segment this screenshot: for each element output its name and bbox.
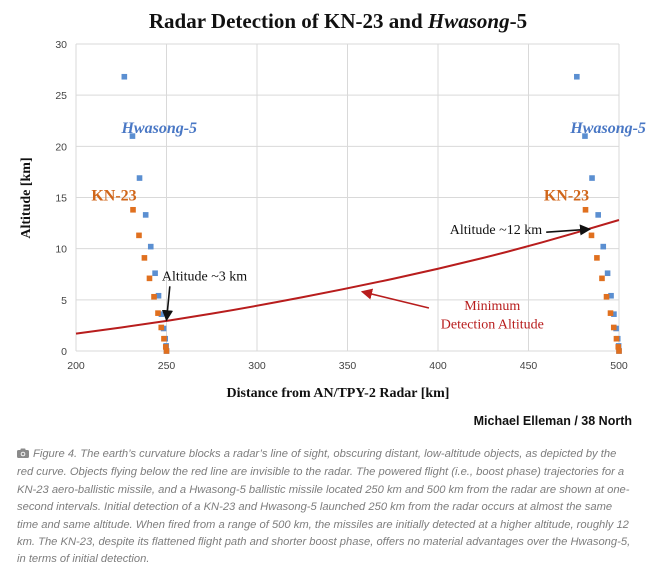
series-points bbox=[121, 73, 170, 354]
data-point bbox=[582, 206, 589, 213]
data-point bbox=[589, 175, 595, 181]
data-point bbox=[130, 206, 136, 213]
credit: Michael Elleman / 38 North bbox=[473, 414, 632, 428]
x-tick-label: 200 bbox=[67, 360, 85, 372]
figure-caption: Figure 4. The earth’s curvature blocks a… bbox=[17, 446, 635, 569]
data-point bbox=[594, 255, 600, 261]
data-point bbox=[152, 270, 158, 277]
series-label: Hwasong-5 bbox=[569, 120, 646, 137]
data-point bbox=[599, 275, 605, 282]
data-point bbox=[142, 212, 149, 218]
data-point bbox=[151, 293, 157, 300]
data-point bbox=[582, 133, 588, 139]
annotation-arrow bbox=[360, 288, 430, 309]
data-point bbox=[600, 243, 607, 250]
x-tick-label: 350 bbox=[339, 360, 357, 372]
data-point bbox=[136, 232, 142, 239]
data-point bbox=[163, 348, 170, 354]
data-point bbox=[161, 335, 167, 342]
data-point bbox=[155, 310, 161, 316]
x-tick-label: 500 bbox=[610, 360, 628, 372]
x-tick-label: 300 bbox=[248, 360, 266, 372]
data-point bbox=[588, 232, 595, 239]
data-point bbox=[608, 292, 614, 299]
data-point bbox=[141, 255, 148, 261]
x-axis-label: Distance from AN/TPY-2 Radar [km] bbox=[227, 386, 450, 401]
data-point bbox=[607, 310, 614, 316]
y-tick-label: 30 bbox=[55, 39, 67, 51]
data-point bbox=[129, 133, 136, 139]
series-labels: Hwasong-5 KN-23 Hwasong-5 KN-23 bbox=[91, 120, 646, 205]
plot-area bbox=[75, 73, 622, 354]
y-tick-label: 0 bbox=[61, 346, 67, 358]
data-point bbox=[613, 335, 620, 342]
x-tick-label: 250 bbox=[158, 360, 176, 372]
data-point bbox=[574, 73, 580, 80]
x-tick-label: 400 bbox=[429, 360, 447, 372]
series-points bbox=[574, 73, 622, 354]
data-point bbox=[603, 293, 610, 300]
data-point bbox=[595, 212, 601, 218]
chart-grid bbox=[75, 43, 620, 352]
y-tick-label: 20 bbox=[55, 141, 67, 153]
data-point bbox=[610, 324, 617, 331]
y-tick-label: 5 bbox=[61, 295, 67, 307]
caption-lead: Figure 4. bbox=[33, 448, 78, 460]
chart-title: Radar Detection of KN-23 and Hwasong-5 bbox=[149, 9, 527, 33]
annotation-arrow bbox=[161, 286, 174, 322]
annotation-arrow bbox=[546, 224, 592, 236]
annotation-text: Altitude ~3 km bbox=[162, 269, 247, 284]
annotation-text: Minimum bbox=[464, 299, 520, 314]
data-point bbox=[147, 243, 154, 250]
annotation-text: Detection Altitude bbox=[441, 317, 544, 332]
series-label: KN-23 bbox=[544, 188, 589, 205]
data-point bbox=[604, 270, 611, 277]
data-point bbox=[616, 348, 622, 354]
camera-icon bbox=[17, 447, 29, 464]
data-point bbox=[146, 275, 153, 282]
data-point bbox=[615, 344, 622, 350]
y-tick-label: 15 bbox=[55, 193, 67, 205]
series-points bbox=[130, 206, 170, 354]
data-point bbox=[121, 73, 128, 80]
y-tick-label: 25 bbox=[55, 90, 67, 102]
data-point bbox=[155, 292, 162, 299]
caption-body: The earth’s curvature blocks a radar’s l… bbox=[17, 448, 631, 566]
axis-tick-labels: 200 250 300 350 400 450 500 0 5 10 15 20 25 30 bbox=[55, 39, 628, 372]
data-point bbox=[162, 344, 169, 350]
series-line bbox=[75, 219, 620, 335]
data-point bbox=[611, 311, 617, 317]
data-point bbox=[158, 324, 165, 331]
series-label: KN-23 bbox=[91, 188, 136, 205]
annotation-text: Altitude ~12 km bbox=[450, 223, 542, 238]
annotations: Altitude ~3 km Altitude ~12 km Minimum Dete… bbox=[161, 223, 592, 332]
y-axis-label: Altitude [km] bbox=[19, 157, 34, 238]
chart: Radar Detection of KN-23 and Hwasong-5 2… bbox=[19, 9, 646, 401]
data-point bbox=[136, 175, 143, 181]
data-point bbox=[158, 311, 165, 317]
series-label: Hwasong-5 bbox=[120, 120, 197, 137]
x-tick-label: 450 bbox=[520, 360, 538, 372]
y-tick-label: 10 bbox=[55, 244, 67, 256]
series-points bbox=[582, 206, 622, 354]
